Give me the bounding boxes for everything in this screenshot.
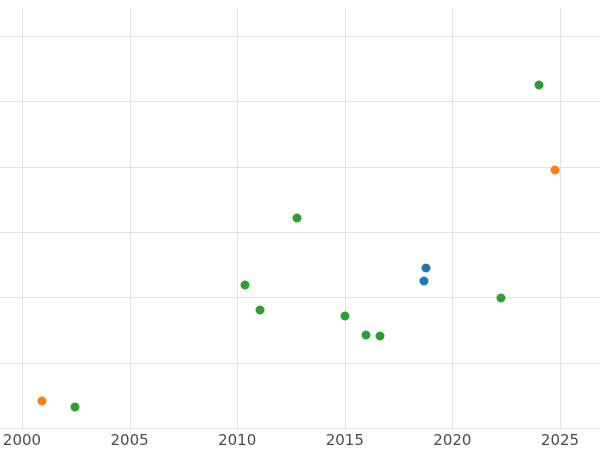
x-tick-label: 2005	[110, 431, 149, 449]
data-point-green-series	[255, 305, 265, 315]
v-gridline	[344, 8, 346, 430]
x-tick-label: 2000	[2, 431, 42, 449]
data-point-green-series	[340, 311, 350, 321]
data-point-green-series	[70, 402, 80, 412]
h-gridline	[0, 36, 600, 38]
data-point-green-series	[534, 80, 544, 90]
v-gridline	[237, 8, 239, 430]
v-gridline	[452, 8, 454, 430]
x-tick-label: 2010	[218, 431, 257, 449]
data-point-green-series	[292, 213, 302, 223]
h-gridline	[0, 101, 600, 103]
data-point-blue-series	[419, 276, 429, 286]
v-gridline	[560, 8, 561, 430]
x-tick-label: 2020	[433, 431, 472, 449]
v-gridline	[129, 8, 131, 430]
data-point-blue-series	[421, 263, 431, 273]
h-gridline	[0, 232, 600, 234]
h-gridline	[0, 297, 600, 299]
data-point-green-series	[361, 330, 371, 340]
h-gridline	[0, 362, 600, 364]
h-gridline	[0, 428, 600, 429]
data-point-green-series	[240, 280, 250, 290]
data-point-green-series	[375, 331, 385, 341]
data-point-green-series	[496, 293, 506, 303]
x-tick-label: 2025	[540, 431, 580, 449]
data-point-orange-series	[37, 396, 47, 406]
data-point-orange-series	[550, 165, 560, 175]
v-gridline	[22, 8, 23, 430]
h-gridline	[0, 166, 600, 168]
x-tick-label: 2015	[325, 431, 364, 449]
